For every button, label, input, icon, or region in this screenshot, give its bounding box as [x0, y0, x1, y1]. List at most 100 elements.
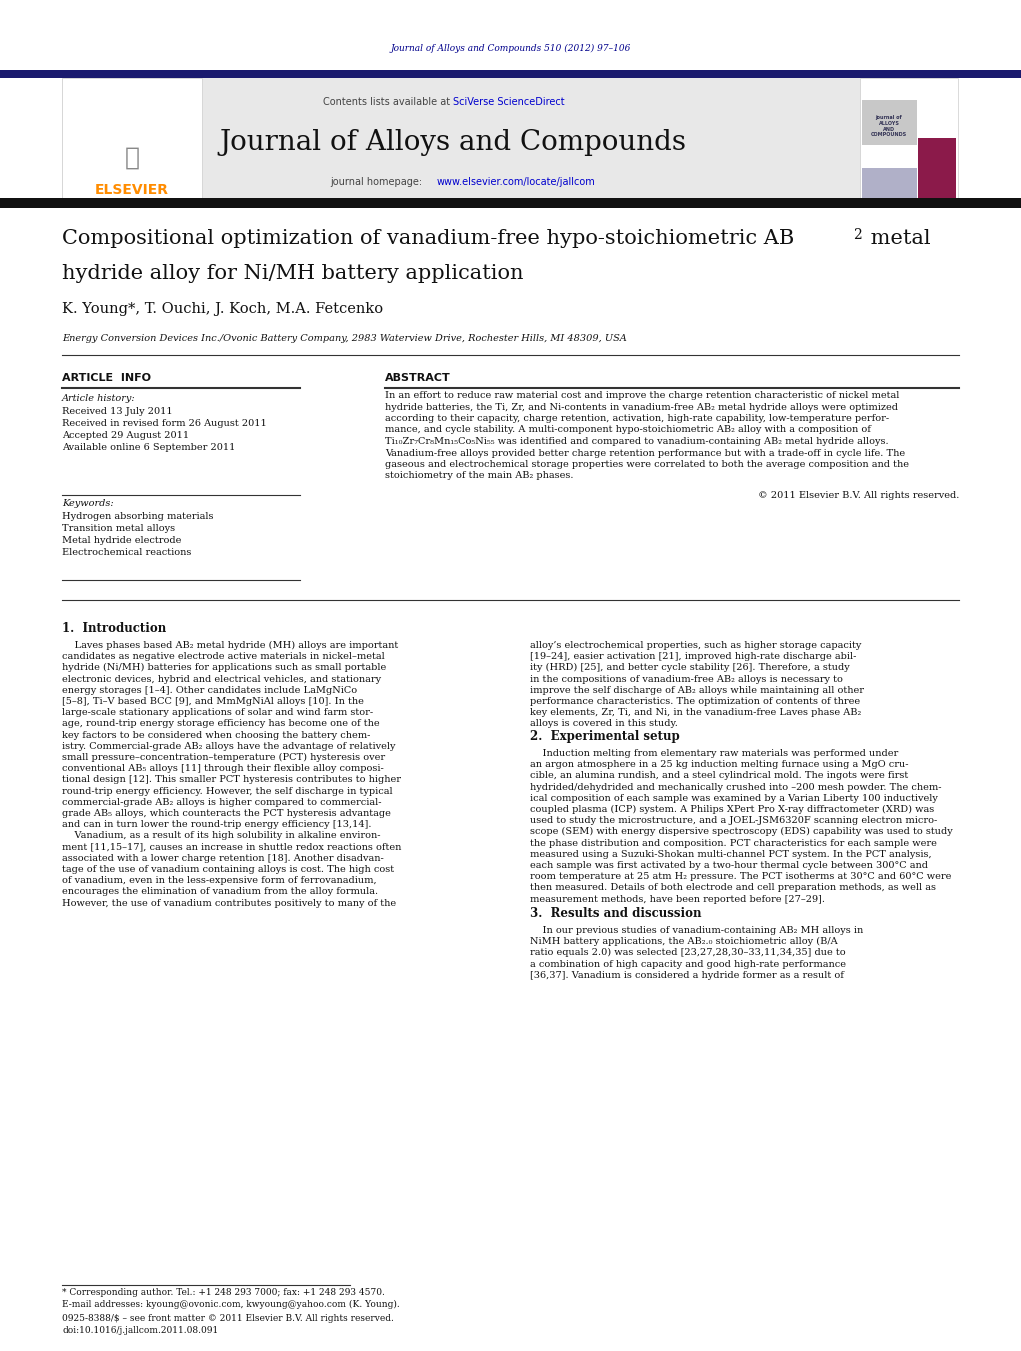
Text: alloy’s electrochemical properties, such as higher storage capacity: alloy’s electrochemical properties, such… — [530, 640, 862, 650]
Text: round-trip energy efficiency. However, the self discharge in typical: round-trip energy efficiency. However, t… — [62, 786, 393, 796]
Text: Vanadium-free alloys provided better charge retention performance but with a tra: Vanadium-free alloys provided better cha… — [385, 449, 906, 458]
Text: Transition metal alloys: Transition metal alloys — [62, 524, 176, 534]
Text: Energy Conversion Devices Inc./Ovonic Battery Company, 2983 Waterview Drive, Roc: Energy Conversion Devices Inc./Ovonic Ba… — [62, 334, 627, 343]
Text: Laves phases based AB₂ metal hydride (MH) alloys are important: Laves phases based AB₂ metal hydride (MH… — [62, 640, 398, 650]
Text: and can in turn lower the round-trip energy efficiency [13,14].: and can in turn lower the round-trip ene… — [62, 820, 372, 830]
Bar — [62, 78, 202, 199]
Text: Keywords:: Keywords: — [62, 499, 113, 508]
Text: measured using a Suzuki-Shokan multi-channel PCT system. In the PCT analysis,: measured using a Suzuki-Shokan multi-cha… — [530, 850, 931, 859]
Text: Accepted 29 August 2011: Accepted 29 August 2011 — [62, 431, 189, 440]
Text: 1.  Introduction: 1. Introduction — [62, 621, 166, 635]
Text: Received 13 July 2011: Received 13 July 2011 — [62, 407, 173, 416]
Bar — [918, 138, 956, 199]
Text: hydrided/dehydrided and mechanically crushed into –200 mesh powder. The chem-: hydrided/dehydrided and mechanically cru… — [530, 782, 941, 792]
Text: * Corresponding author. Tel.: +1 248 293 7000; fax: +1 248 293 4570.: * Corresponding author. Tel.: +1 248 293… — [62, 1288, 385, 1297]
Text: journal of
ALLOYS
AND
COMPOUNDS: journal of ALLOYS AND COMPOUNDS — [871, 115, 907, 138]
Text: encourages the elimination of vanadium from the alloy formula.: encourages the elimination of vanadium f… — [62, 888, 378, 897]
Text: Received in revised form 26 August 2011: Received in revised form 26 August 2011 — [62, 419, 266, 428]
Text: Ti₁₀Zr₇Cr₈Mn₁₅Co₅Ni₅₅ was identified and compared to vanadium-containing AB₂ met: Ti₁₀Zr₇Cr₈Mn₁₅Co₅Ni₅₅ was identified and… — [385, 436, 888, 446]
Text: stoichiometry of the main AB₂ phases.: stoichiometry of the main AB₂ phases. — [385, 471, 574, 481]
Text: the phase distribution and composition. PCT characteristics for each sample were: the phase distribution and composition. … — [530, 839, 937, 847]
Text: according to their capacity, charge retention, activation, high-rate capability,: according to their capacity, charge rete… — [385, 413, 889, 423]
Text: Journal of Alloys and Compounds: Journal of Alloys and Compounds — [220, 130, 686, 157]
Text: room temperature at 25 atm H₂ pressure. The PCT isotherms at 30°C and 60°C were: room temperature at 25 atm H₂ pressure. … — [530, 873, 952, 881]
Text: associated with a lower charge retention [18]. Another disadvan-: associated with a lower charge retention… — [62, 854, 384, 863]
Text: grade AB₅ alloys, which counteracts the PCT hysteresis advantage: grade AB₅ alloys, which counteracts the … — [62, 809, 391, 817]
Text: Available online 6 September 2011: Available online 6 September 2011 — [62, 443, 236, 453]
Text: metal: metal — [864, 230, 930, 249]
Text: hydride (Ni/MH) batteries for applications such as small portable: hydride (Ni/MH) batteries for applicatio… — [62, 663, 386, 673]
Text: key elements, Zr, Ti, and Ni, in the vanadium-free Laves phase AB₂: key elements, Zr, Ti, and Ni, in the van… — [530, 708, 862, 717]
Text: key factors to be considered when choosing the battery chem-: key factors to be considered when choosi… — [62, 731, 371, 739]
Text: ARTICLE  INFO: ARTICLE INFO — [62, 373, 151, 382]
Bar — [862, 168, 917, 199]
Text: age, round-trip energy storage efficiency has become one of the: age, round-trip energy storage efficienc… — [62, 719, 380, 728]
Bar — [862, 100, 917, 145]
Text: Electrochemical reactions: Electrochemical reactions — [62, 549, 191, 557]
Text: ment [11,15–17], causes an increase in shuttle redox reactions often: ment [11,15–17], causes an increase in s… — [62, 843, 401, 851]
Text: Hydrogen absorbing materials: Hydrogen absorbing materials — [62, 512, 213, 521]
Bar — [0, 199, 1021, 208]
Text: [36,37]. Vanadium is considered a hydride former as a result of: [36,37]. Vanadium is considered a hydrid… — [530, 971, 844, 979]
Text: SciVerse ScienceDirect: SciVerse ScienceDirect — [453, 97, 565, 107]
Text: Induction melting from elementary raw materials was performed under: Induction melting from elementary raw ma… — [530, 748, 898, 758]
Bar — [0, 70, 1021, 78]
Text: 2: 2 — [853, 228, 862, 242]
Text: 3.  Results and discussion: 3. Results and discussion — [530, 907, 701, 920]
Text: journal homepage:: journal homepage: — [330, 177, 426, 186]
Text: In our previous studies of vanadium-containing AB₂ MH alloys in: In our previous studies of vanadium-cont… — [530, 925, 863, 935]
Text: [19–24], easier activation [21], improved high-rate discharge abil-: [19–24], easier activation [21], improve… — [530, 653, 857, 661]
Bar — [860, 78, 958, 199]
Text: ELSEVIER: ELSEVIER — [95, 182, 169, 197]
Text: E-mail addresses: kyoung@ovonic.com, kwyoung@yahoo.com (K. Young).: E-mail addresses: kyoung@ovonic.com, kwy… — [62, 1300, 400, 1309]
Text: mance, and cycle stability. A multi-component hypo-stoichiometric AB₂ alloy with: mance, and cycle stability. A multi-comp… — [385, 426, 871, 435]
Text: tional design [12]. This smaller PCT hysteresis contributes to higher: tional design [12]. This smaller PCT hys… — [62, 775, 401, 785]
Text: © 2011 Elsevier B.V. All rights reserved.: © 2011 Elsevier B.V. All rights reserved… — [758, 490, 959, 500]
Text: Contents lists available at: Contents lists available at — [323, 97, 453, 107]
Text: [5–8], Ti–V based BCC [9], and MmMgNiAl alloys [10]. In the: [5–8], Ti–V based BCC [9], and MmMgNiAl … — [62, 697, 363, 707]
Text: Article history:: Article history: — [62, 394, 136, 403]
Text: www.elsevier.com/locate/jallcom: www.elsevier.com/locate/jallcom — [437, 177, 595, 186]
Text: ratio equals 2.0) was selected [23,27,28,30–33,11,34,35] due to: ratio equals 2.0) was selected [23,27,28… — [530, 948, 845, 958]
Text: hydride alloy for Ni/MH battery application: hydride alloy for Ni/MH battery applicat… — [62, 263, 524, 282]
Text: ity (HRD) [25], and better cycle stability [26]. Therefore, a study: ity (HRD) [25], and better cycle stabili… — [530, 663, 849, 673]
Text: measurement methods, have been reported before [27–29].: measurement methods, have been reported … — [530, 894, 825, 904]
Text: improve the self discharge of AB₂ alloys while maintaining all other: improve the self discharge of AB₂ alloys… — [530, 686, 864, 694]
Text: alloys is covered in this study.: alloys is covered in this study. — [530, 719, 678, 728]
Text: istry. Commercial-grade AB₂ alloys have the advantage of relatively: istry. Commercial-grade AB₂ alloys have … — [62, 742, 395, 751]
Text: Compositional optimization of vanadium-free hypo-stoichiometric AB: Compositional optimization of vanadium-f… — [62, 230, 794, 249]
Text: NiMH battery applications, the AB₂.₀ stoichiometric alloy (B/A: NiMH battery applications, the AB₂.₀ sto… — [530, 938, 837, 946]
Text: each sample was first activated by a two-hour thermal cycle between 300°C and: each sample was first activated by a two… — [530, 861, 928, 870]
Text: doi:10.1016/j.jallcom.2011.08.091: doi:10.1016/j.jallcom.2011.08.091 — [62, 1325, 218, 1335]
Bar — [62, 78, 958, 199]
Text: of vanadium, even in the less-expensive form of ferrovanadium,: of vanadium, even in the less-expensive … — [62, 877, 377, 885]
Text: used to study the microstructure, and a JOEL-JSM6320F scanning electron micro-: used to study the microstructure, and a … — [530, 816, 937, 825]
Text: Journal of Alloys and Compounds 510 (2012) 97–106: Journal of Alloys and Compounds 510 (201… — [391, 43, 631, 53]
Text: 2.  Experimental setup: 2. Experimental setup — [530, 730, 680, 743]
Text: large-scale stationary applications of solar and wind farm stor-: large-scale stationary applications of s… — [62, 708, 373, 717]
Text: electronic devices, hybrid and electrical vehicles, and stationary: electronic devices, hybrid and electrica… — [62, 674, 381, 684]
Text: performance characteristics. The optimization of contents of three: performance characteristics. The optimiz… — [530, 697, 860, 707]
Text: cible, an alumina rundish, and a steel cylindrical mold. The ingots were first: cible, an alumina rundish, and a steel c… — [530, 771, 909, 781]
Text: 🌳: 🌳 — [125, 146, 140, 170]
Text: In an effort to reduce raw material cost and improve the charge retention charac: In an effort to reduce raw material cost… — [385, 390, 900, 400]
Text: gaseous and electrochemical storage properties were correlated to both the avera: gaseous and electrochemical storage prop… — [385, 459, 909, 469]
Text: commercial-grade AB₂ alloys is higher compared to commercial-: commercial-grade AB₂ alloys is higher co… — [62, 798, 382, 807]
Text: Metal hydride electrode: Metal hydride electrode — [62, 536, 182, 544]
Text: K. Young*, T. Ouchi, J. Koch, M.A. Fetcenko: K. Young*, T. Ouchi, J. Koch, M.A. Fetce… — [62, 303, 383, 316]
Text: scope (SEM) with energy dispersive spectroscopy (EDS) capability was used to stu: scope (SEM) with energy dispersive spect… — [530, 827, 953, 836]
Text: then measured. Details of both electrode and cell preparation methods, as well a: then measured. Details of both electrode… — [530, 884, 936, 893]
Text: ABSTRACT: ABSTRACT — [385, 373, 450, 382]
Text: an argon atmosphere in a 25 kg induction melting furnace using a MgO cru-: an argon atmosphere in a 25 kg induction… — [530, 761, 909, 769]
Text: coupled plasma (ICP) system. A Philips XPert Pro X-ray diffractometer (XRD) was: coupled plasma (ICP) system. A Philips X… — [530, 805, 934, 815]
Text: energy storages [1–4]. Other candidates include LaMgNiCo: energy storages [1–4]. Other candidates … — [62, 686, 357, 694]
Text: Vanadium, as a result of its high solubility in alkaline environ-: Vanadium, as a result of its high solubi… — [62, 831, 381, 840]
Text: candidates as negative electrode active materials in nickel–metal: candidates as negative electrode active … — [62, 653, 385, 661]
Text: in the compositions of vanadium-free AB₂ alloys is necessary to: in the compositions of vanadium-free AB₂… — [530, 674, 843, 684]
Text: ical composition of each sample was examined by a Varian Liberty 100 inductively: ical composition of each sample was exam… — [530, 794, 938, 802]
Text: tage of the use of vanadium containing alloys is cost. The high cost: tage of the use of vanadium containing a… — [62, 865, 394, 874]
Text: conventional AB₅ alloys [11] through their flexible alloy composi-: conventional AB₅ alloys [11] through the… — [62, 765, 384, 773]
Text: hydride batteries, the Ti, Zr, and Ni-contents in vanadium-free AB₂ metal hydrid: hydride batteries, the Ti, Zr, and Ni-co… — [385, 403, 898, 412]
Text: 0925-8388/$ – see front matter © 2011 Elsevier B.V. All rights reserved.: 0925-8388/$ – see front matter © 2011 El… — [62, 1315, 394, 1323]
Text: a combination of high capacity and good high-rate performance: a combination of high capacity and good … — [530, 959, 846, 969]
